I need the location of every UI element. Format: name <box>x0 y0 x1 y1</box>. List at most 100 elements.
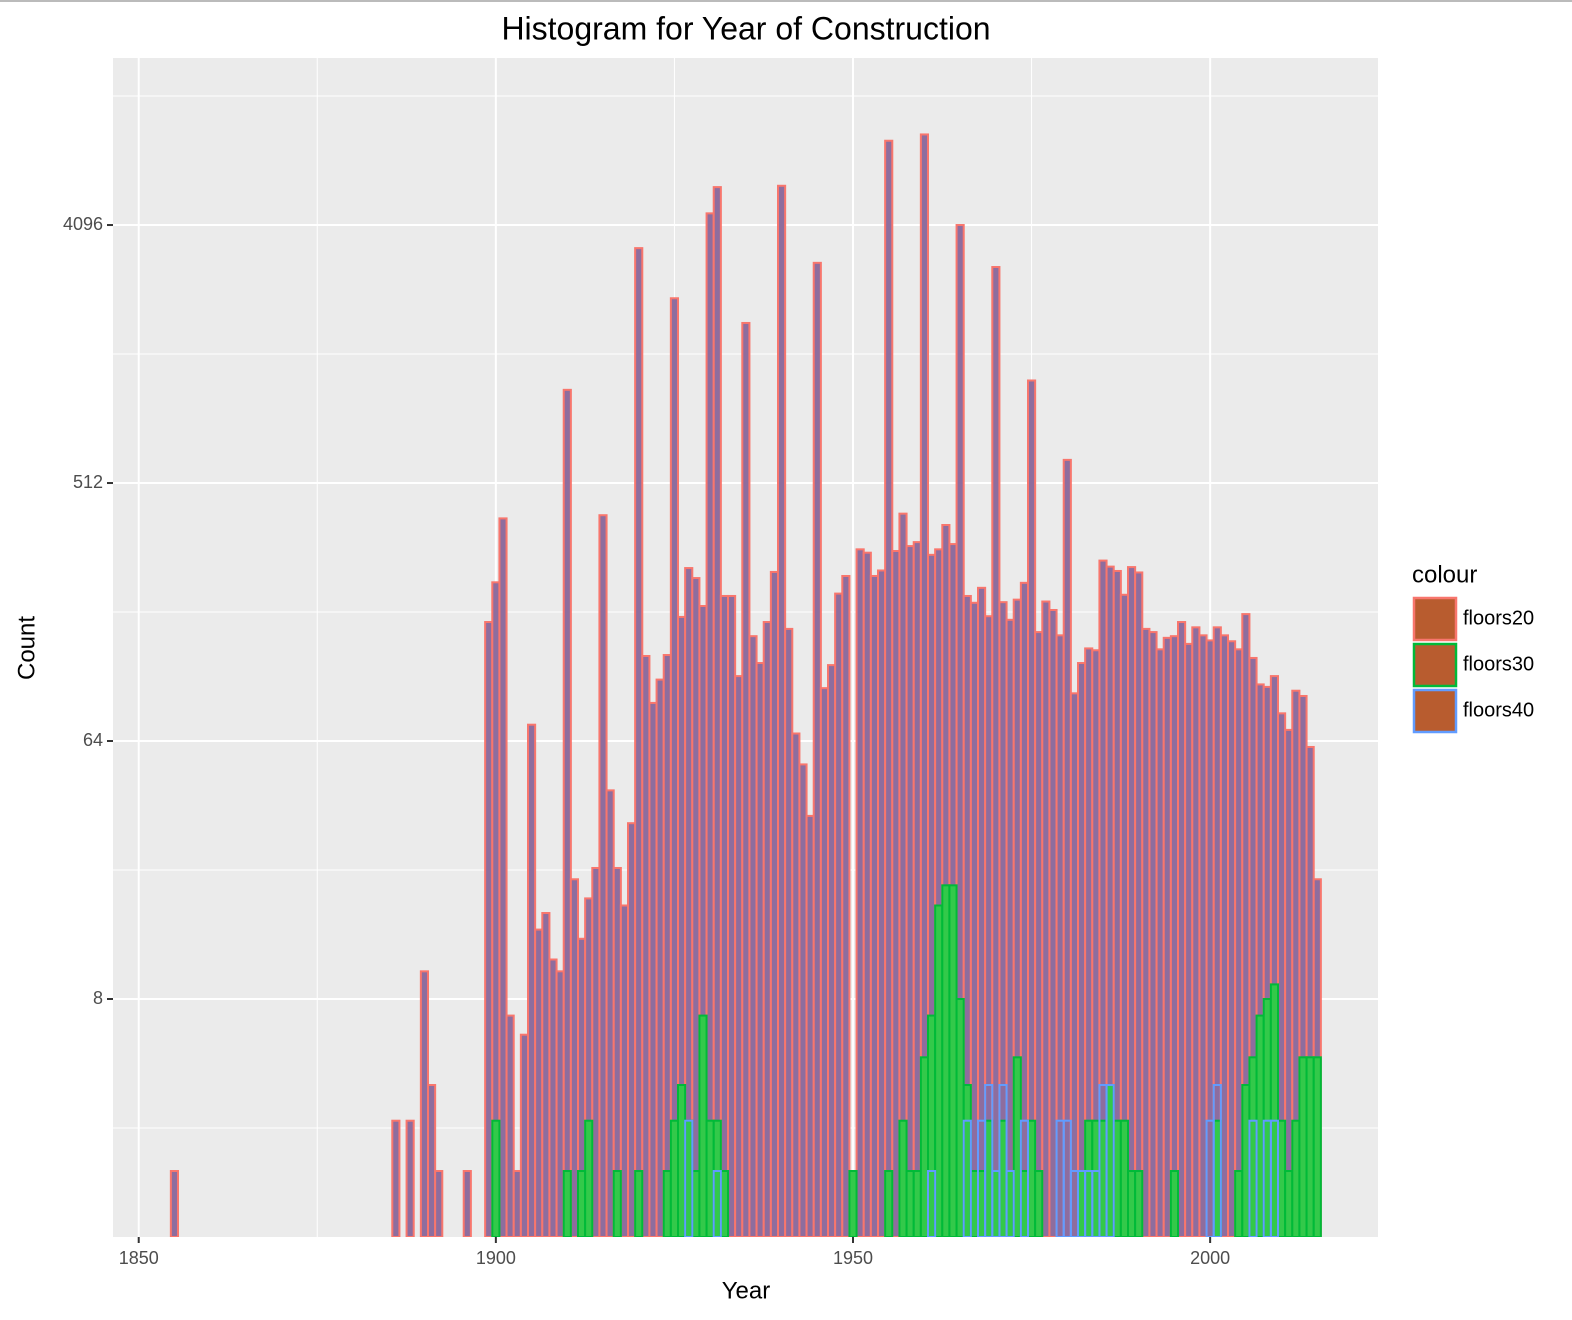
bar <box>1098 1119 1108 1237</box>
bar <box>848 1170 858 1237</box>
bar <box>1284 728 1294 1237</box>
bar <box>1177 621 1187 1237</box>
bar <box>855 548 865 1237</box>
bar <box>1262 998 1272 1237</box>
bar <box>662 1170 672 1237</box>
bar <box>784 627 794 1237</box>
bar <box>884 1170 894 1237</box>
bar <box>962 1084 972 1237</box>
bar <box>769 570 779 1237</box>
bar <box>1105 1084 1115 1237</box>
bar <box>934 904 944 1237</box>
bar <box>569 878 579 1237</box>
y-tick-label: 8 <box>93 988 103 1008</box>
bar <box>1277 1119 1287 1237</box>
bar <box>891 550 901 1237</box>
bar <box>819 687 829 1237</box>
bar <box>791 732 801 1237</box>
bar <box>1234 648 1244 1237</box>
bar <box>591 866 601 1237</box>
bar <box>1155 648 1165 1237</box>
legend: colour floors20 floors30 floors40 <box>1412 561 1534 734</box>
bar <box>1255 1014 1265 1237</box>
bar <box>834 592 844 1237</box>
bar <box>762 621 772 1237</box>
bar <box>955 998 965 1237</box>
bar <box>991 1170 1001 1237</box>
bar <box>734 675 744 1237</box>
bar <box>1041 600 1051 1237</box>
bar <box>634 1170 644 1237</box>
bar <box>1227 640 1237 1237</box>
bar <box>1198 634 1208 1237</box>
bar <box>1141 627 1151 1237</box>
bar <box>1248 1056 1258 1237</box>
bar <box>1219 634 1230 1237</box>
bar <box>777 184 787 1237</box>
bar <box>1234 1170 1244 1237</box>
bar <box>1019 581 1029 1237</box>
legend-label: floors40 <box>1463 699 1534 721</box>
bar <box>905 545 915 1237</box>
bar <box>391 1119 401 1237</box>
bar <box>584 1119 594 1237</box>
bar <box>1127 566 1137 1237</box>
bar <box>1127 1170 1137 1237</box>
bar <box>1212 1119 1222 1237</box>
bar <box>705 1119 715 1237</box>
bar <box>1048 608 1058 1237</box>
bar <box>605 789 615 1237</box>
bar <box>1077 662 1087 1237</box>
bar <box>1027 379 1037 1237</box>
bar <box>991 266 1001 1237</box>
bar <box>912 1170 922 1237</box>
bar <box>1298 1056 1308 1237</box>
bar <box>1005 618 1015 1237</box>
bar <box>805 814 815 1237</box>
bar <box>1305 1056 1315 1237</box>
bar <box>898 1119 908 1237</box>
bar <box>1112 1119 1122 1237</box>
bar <box>884 139 894 1237</box>
bar <box>484 621 494 1237</box>
bar <box>984 1119 994 1237</box>
x-tick-label: 1850 <box>119 1248 159 1268</box>
bar <box>669 297 679 1237</box>
bar <box>1212 1084 1222 1237</box>
y-tick-label: 4096 <box>63 214 103 234</box>
bar <box>684 1119 694 1237</box>
bar <box>1148 631 1158 1237</box>
x-tick-label: 2000 <box>1190 1248 1230 1268</box>
bar <box>941 884 951 1237</box>
bar <box>534 928 544 1237</box>
y-tick-label: 64 <box>83 730 103 750</box>
bar <box>712 1119 722 1237</box>
bars <box>169 133 1322 1237</box>
bar <box>1134 1170 1144 1237</box>
bar <box>877 569 887 1237</box>
bar <box>1084 1119 1094 1237</box>
bar <box>1269 983 1280 1237</box>
bar <box>655 678 665 1237</box>
bar <box>505 1014 515 1237</box>
bar <box>634 247 644 1237</box>
bar <box>1248 1119 1258 1237</box>
bar <box>1034 1170 1044 1237</box>
bar <box>719 594 729 1237</box>
bar <box>677 1084 687 1237</box>
bar <box>598 514 608 1237</box>
bar <box>1069 692 1080 1237</box>
legend-title: colour <box>1412 561 1477 588</box>
bar <box>1034 631 1044 1237</box>
bar <box>919 1056 929 1237</box>
bar <box>977 1170 987 1237</box>
bar <box>1312 1056 1322 1237</box>
bar <box>627 822 637 1237</box>
bar <box>927 1170 937 1237</box>
bar <box>977 586 987 1237</box>
bar <box>562 1170 572 1237</box>
bar <box>798 763 808 1237</box>
bar <box>948 884 958 1237</box>
bar <box>462 1170 472 1237</box>
